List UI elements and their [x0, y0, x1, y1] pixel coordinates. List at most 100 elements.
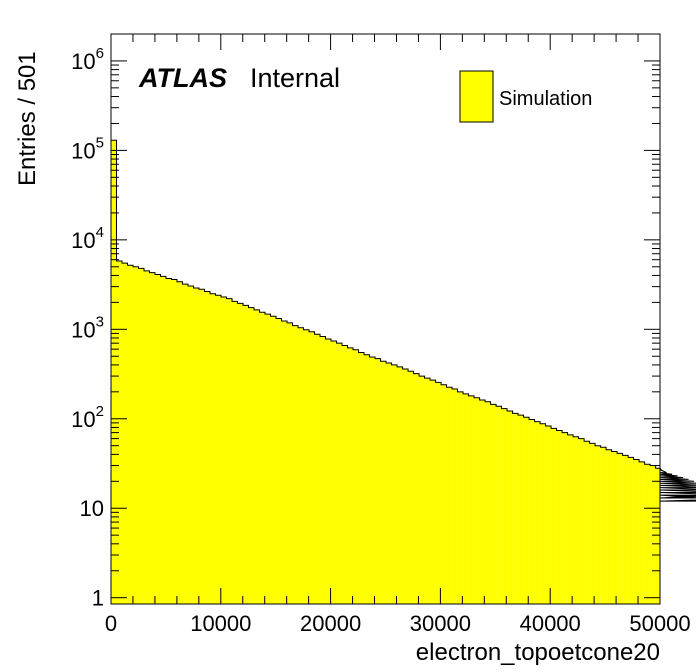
histogram-bin	[276, 318, 282, 604]
histogram-bin	[391, 364, 398, 604]
histogram-bin	[215, 295, 222, 604]
histogram-bin	[457, 391, 464, 604]
histogram-bin	[556, 430, 563, 604]
histogram-bin	[468, 395, 475, 604]
y-tick-label: 102	[71, 403, 104, 432]
histogram-bin	[320, 336, 326, 604]
histogram-bin	[408, 371, 414, 604]
histogram-bin	[254, 309, 260, 604]
histogram-bin	[243, 305, 249, 604]
histogram-bin	[259, 312, 266, 604]
histogram-bin	[397, 366, 403, 604]
histogram-bin	[177, 281, 183, 604]
histogram-bin	[611, 451, 618, 604]
histogram-bin	[573, 436, 579, 604]
histogram-bin	[380, 361, 387, 604]
histogram-bin	[534, 421, 541, 604]
histogram-bin	[133, 266, 139, 604]
histogram-bin	[540, 423, 546, 604]
histogram-bin	[155, 274, 161, 604]
histogram-bin	[116, 261, 123, 604]
histogram-bin	[270, 316, 277, 604]
atlas-label: ATLAS Internal	[138, 63, 340, 93]
histogram-bin	[221, 296, 227, 604]
histogram-bin	[364, 354, 370, 604]
histogram-bin	[622, 455, 629, 604]
histogram-bin	[166, 278, 172, 604]
histogram-bin	[122, 263, 128, 604]
x-tick-label: 10000	[190, 611, 251, 636]
histogram-bin	[314, 334, 321, 604]
histogram-bin	[430, 380, 436, 604]
histogram-bin	[628, 457, 634, 604]
histogram-bin	[578, 438, 585, 604]
histogram-bin	[149, 272, 156, 604]
histogram-bin	[188, 285, 194, 604]
histogram-bin	[111, 140, 117, 604]
x-tick-label: 30000	[410, 611, 471, 636]
histogram-bin	[589, 443, 596, 604]
histogram-bin	[479, 400, 486, 604]
histogram-bin	[446, 387, 453, 604]
atlas-label-internal: Internal	[250, 63, 340, 93]
histogram-bin	[441, 384, 447, 604]
histogram-bin	[600, 447, 607, 604]
histogram-bin	[369, 357, 376, 604]
y-tick-label: 1	[92, 586, 104, 611]
histogram-bin	[386, 363, 392, 604]
histogram-bin	[490, 404, 497, 604]
histogram-bin	[144, 270, 150, 604]
histogram-bin	[342, 345, 348, 604]
histogram-bin	[281, 320, 288, 604]
histogram-bin	[309, 331, 315, 604]
histogram-bin	[248, 307, 255, 604]
histogram-bin	[595, 445, 601, 604]
histogram-bin	[138, 268, 145, 604]
histogram-bin	[265, 314, 271, 604]
x-tick-label: 20000	[300, 611, 361, 636]
histogram-bin	[292, 325, 299, 604]
histogram-bin	[419, 376, 425, 604]
histogram-bin	[507, 411, 513, 604]
x-tick-label: 50000	[629, 611, 690, 636]
histogram-bin	[127, 265, 134, 604]
histogram-outline	[110, 139, 696, 604]
histogram-bin	[633, 459, 640, 604]
histogram-bin	[375, 358, 381, 604]
histogram-bin	[347, 347, 354, 604]
histogram-bin	[353, 349, 359, 604]
histogram-bin	[336, 343, 343, 604]
y-tick-label: 104	[71, 224, 104, 253]
histogram-bin	[551, 428, 557, 604]
histogram-bin	[606, 449, 612, 604]
x-tick-label: 40000	[520, 611, 581, 636]
x-tick-labels: 0 10000 20000 30000 40000 50000	[105, 611, 691, 636]
legend-swatch	[459, 70, 494, 123]
y-tick-label: 106	[71, 45, 104, 74]
histogram-bin	[518, 415, 524, 604]
histogram-bin	[496, 406, 502, 604]
histogram-bin	[226, 298, 233, 604]
histogram-bin	[567, 434, 574, 604]
histogram-bin	[545, 426, 552, 604]
histogram-bin	[171, 279, 178, 604]
histogram-bars	[110, 139, 696, 604]
histogram-bin	[199, 289, 205, 604]
histogram-bin	[160, 276, 167, 604]
y-axis-label: Entries / 501	[14, 51, 41, 186]
y-tick-labels: 1 10 102 103 104 105 106	[71, 45, 104, 611]
histogram-bin	[182, 284, 189, 604]
axes	[110, 33, 661, 605]
histogram-bin	[193, 287, 200, 604]
histogram-bin	[617, 453, 623, 604]
x-tick-label: 0	[105, 611, 117, 636]
histogram-bin	[287, 322, 293, 604]
histogram-bin	[298, 327, 304, 604]
histogram-bin	[232, 301, 238, 604]
histogram-bin	[413, 373, 420, 604]
histogram-bin	[204, 291, 211, 604]
histogram-bin	[424, 378, 431, 604]
histogram-bin	[237, 303, 244, 604]
histogram-bin	[402, 369, 409, 604]
